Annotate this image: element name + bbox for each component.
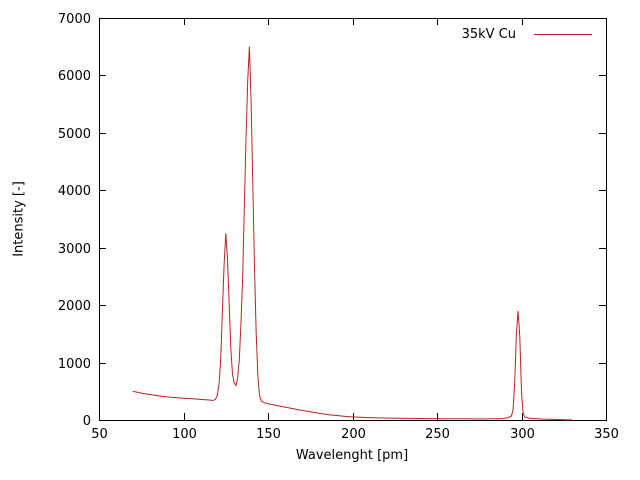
plot-border	[99, 18, 607, 421]
x-tick-label: 250	[425, 427, 450, 442]
y-tick-label: 2000	[58, 299, 91, 314]
y-tick-label: 1000	[58, 357, 91, 372]
y-tick-label: 3000	[58, 242, 91, 257]
x-tick-label: 150	[256, 427, 281, 442]
x-tick-label: 100	[172, 427, 197, 442]
x-tick-label: 350	[594, 427, 619, 442]
y-tick-label: 6000	[58, 69, 91, 84]
y-tick-label: 0	[83, 414, 91, 429]
y-tick-label: 5000	[58, 127, 91, 142]
x-tick-label: 50	[91, 427, 108, 442]
x-tick-label: 200	[341, 427, 366, 442]
series-line	[132, 46, 573, 421]
legend: 35kV Cu	[462, 27, 592, 42]
y-tick-label: 4000	[58, 184, 91, 199]
legend-line-sample	[534, 34, 592, 35]
x-tick-label: 300	[510, 427, 535, 442]
y-axis-title: Intensity [-]	[11, 181, 27, 257]
y-tick-label: 7000	[58, 12, 91, 27]
legend-label: 35kV Cu	[461, 27, 516, 42]
x-axis-title: Wavelenght [pm]	[295, 448, 409, 463]
